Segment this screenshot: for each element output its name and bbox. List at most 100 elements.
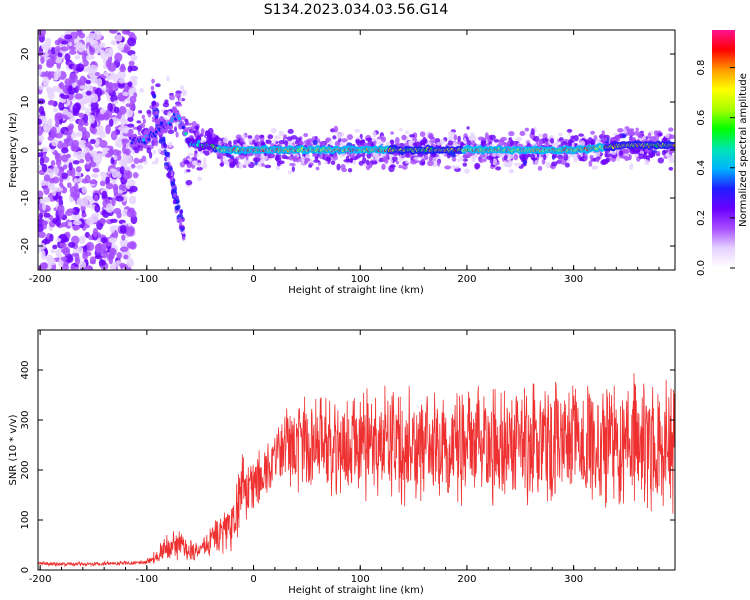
y-tick-label: 200 [20, 460, 31, 479]
spectrogram-cell [92, 227, 99, 237]
spectrogram-cell [450, 153, 457, 158]
spectrogram-cell [219, 162, 224, 167]
spectrogram-cell [51, 46, 56, 55]
spectrogram-cell [62, 164, 68, 170]
spectrogram-cell [558, 157, 562, 165]
spectrogram-cell [283, 134, 288, 139]
spectrogram-cell [524, 127, 530, 132]
spectrogram-cell [227, 158, 234, 163]
y-tick-label: 400 [20, 360, 31, 379]
spectrogram-cell [49, 177, 56, 184]
spectrogram-cell [38, 64, 43, 70]
spectrogram-cell [75, 132, 82, 138]
spectrogram-cell [38, 106, 45, 115]
spectrogram-cell [136, 164, 144, 170]
spectrogram-cell [622, 128, 627, 134]
spectrogram-cell [398, 128, 404, 132]
spectrogram-cell [66, 169, 73, 176]
spectrogram-cell [90, 214, 99, 223]
spectrogram-cell [47, 257, 54, 266]
spectrogram-cell [38, 165, 41, 170]
spectrogram-cell [47, 101, 55, 106]
spectrogram-cell [167, 110, 172, 118]
spectrogram-cell [154, 157, 160, 162]
spectrogram-cell [90, 39, 99, 49]
spectrogram-cell [209, 133, 213, 141]
spectrogram-cell [52, 244, 58, 250]
spectrogram-cell [78, 32, 86, 39]
spectrogram-cell [253, 142, 258, 147]
spectrogram-cell [67, 182, 72, 189]
spectrogram-cell [307, 142, 313, 147]
spectrogram-cell [100, 243, 107, 251]
spectrogram-cell [103, 112, 110, 121]
spectrogram-cell [451, 156, 457, 162]
spectrogram-cell [72, 160, 80, 165]
spectrogram-cells [38, 30, 675, 270]
spectrogram-cell [55, 112, 63, 120]
spectrogram-cell [177, 116, 182, 121]
spectrogram-cell [94, 255, 103, 260]
spectrogram-cell [54, 187, 64, 192]
spectrogram-cell [405, 160, 409, 164]
spectrogram-cell [68, 162, 73, 171]
spectrogram-cell [152, 135, 158, 142]
spectrogram-cell [474, 162, 481, 169]
x-tick-label: -100 [135, 274, 158, 285]
spectrogram-cell [105, 88, 114, 94]
spectrogram-cell [142, 137, 146, 142]
spectrogram-cell [202, 162, 208, 169]
spectrogram-cell [361, 152, 366, 158]
spectrogram-cell [372, 131, 377, 137]
spectrogram-cell [41, 220, 49, 225]
spectrogram-y-ticks: -20 -10 0 10 20 [20, 48, 675, 254]
spectrogram-cell [132, 172, 139, 179]
spectrogram-cell [530, 128, 535, 136]
spectrogram-cell [113, 84, 118, 92]
spectrogram-cell [318, 153, 324, 160]
spectrogram-cell [470, 132, 475, 137]
spectrogram-cell [522, 159, 527, 166]
spectrogram-cell [177, 216, 182, 222]
spectrogram-cell [39, 197, 47, 204]
spectrogram-cell [93, 194, 99, 202]
spectrogram-cell [180, 89, 188, 97]
spectrogram-cell [289, 162, 296, 167]
spectrogram-cell [178, 96, 183, 102]
spectrogram-cell [127, 123, 135, 128]
y-tick-label: -20 [20, 238, 31, 254]
spectrogram-cell [600, 159, 607, 166]
spectrogram-cell [419, 131, 426, 137]
spectrogram-cell [668, 158, 675, 164]
spectrogram-cell [346, 134, 354, 141]
spectrogram-cell [56, 204, 65, 214]
colorbar-tick-label: 0.2 [696, 210, 707, 226]
spectrogram-cell [246, 152, 252, 157]
spectrogram-cell [119, 224, 127, 234]
y-tick-label: -10 [20, 190, 31, 206]
spectrogram-cell [128, 195, 137, 205]
spectrogram-cell [81, 52, 88, 62]
spectrogram-cell [92, 168, 100, 173]
spectrogram-cell [138, 147, 144, 151]
spectrogram-cell [149, 151, 153, 159]
spectrogram-cell [167, 129, 175, 135]
spectrogram-cell [94, 71, 101, 77]
colorbar-tick-label: 0.6 [696, 110, 707, 126]
spectrogram-cell [167, 171, 172, 177]
spectrogram-cell [123, 158, 128, 168]
spectrogram-cell [657, 132, 663, 137]
spectrogram-cell [519, 130, 526, 137]
spectrogram-cell [126, 241, 136, 249]
spectrogram-cell [401, 134, 407, 141]
spectrogram-cell [113, 106, 120, 114]
y-tick-label: 0 [20, 147, 31, 153]
x-tick-label: 0 [250, 274, 256, 285]
spectrogram-cell [614, 135, 621, 142]
spectrogram-cell [105, 182, 114, 190]
spectrogram-cell [146, 109, 152, 115]
spectrogram-cell [77, 119, 85, 126]
spectrogram-cell [96, 78, 103, 87]
spectrogram-cell [312, 139, 318, 146]
spectrogram-cell [191, 160, 198, 166]
